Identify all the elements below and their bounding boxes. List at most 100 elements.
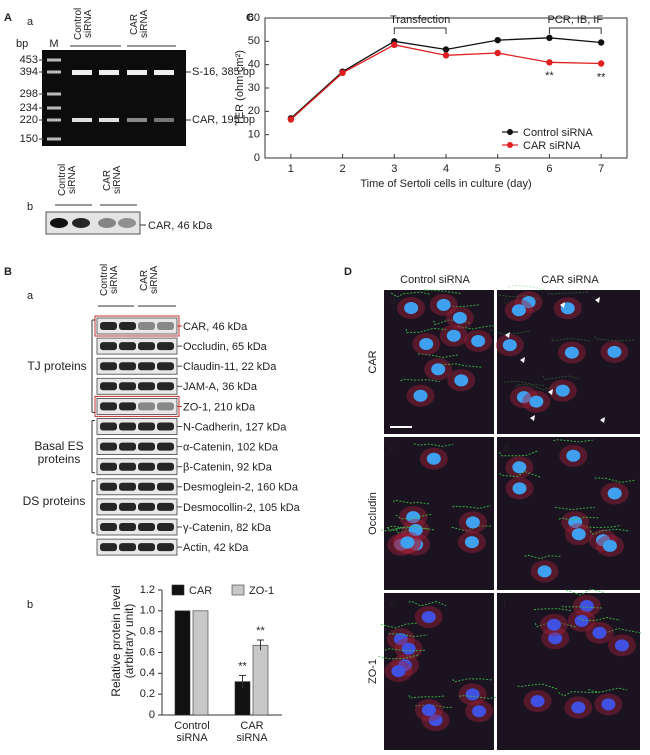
band-label: CAR, 195 bp — [192, 114, 255, 126]
blot-band — [157, 543, 174, 552]
blot-band — [157, 502, 174, 511]
blot-band — [157, 322, 174, 330]
membrane-stain — [582, 524, 622, 529]
panel-letter: B — [4, 266, 12, 278]
blot-band — [100, 382, 117, 391]
blot-band — [119, 342, 136, 351]
gel-band — [47, 58, 61, 62]
nucleus — [436, 298, 451, 311]
group-label: Basal ES proteins — [34, 439, 84, 466]
bar — [192, 610, 209, 716]
blot-band — [100, 402, 117, 411]
lane-label: Control siRNA — [73, 7, 94, 41]
y-tick-label: 30 — [248, 82, 260, 94]
y-axis-label: TER (ohm·cm²) — [234, 50, 246, 126]
nucleus — [571, 701, 586, 714]
data-point — [442, 52, 450, 59]
data-point — [442, 46, 450, 53]
membrane-stain — [553, 439, 593, 443]
blot-band — [100, 322, 117, 330]
marker-label: 453 — [20, 54, 38, 66]
blot-band — [157, 402, 174, 411]
gel-band — [127, 118, 147, 122]
subpanel-letter: b — [27, 599, 33, 611]
y-tick-label: 20 — [248, 105, 260, 117]
column-label: Control siRNA — [400, 274, 470, 286]
membrane-stain — [388, 633, 428, 638]
membrane-stain — [380, 527, 420, 532]
nucleus — [564, 346, 579, 359]
gel — [42, 50, 186, 146]
blot-band — [119, 462, 136, 471]
blot-band — [100, 342, 117, 351]
y-axis-label: Relative protein level (arbitrary unit) — [109, 585, 136, 697]
membrane-stain — [515, 384, 558, 391]
nucleus — [548, 632, 563, 645]
blot-band — [138, 382, 155, 391]
membrane-stain — [387, 525, 430, 532]
membrane-stain — [386, 525, 428, 530]
blot-band — [138, 342, 155, 351]
blot-band — [138, 462, 155, 471]
nucleus — [446, 329, 461, 342]
membrane-stain — [542, 375, 580, 380]
gel-band — [47, 70, 61, 74]
data-point — [494, 49, 501, 57]
lane-label: CAR siRNA — [102, 165, 123, 195]
blot-band — [119, 543, 136, 552]
membrane-stain — [408, 600, 447, 607]
membrane-stain — [589, 528, 630, 535]
column-label: CAR siRNA — [541, 274, 599, 286]
protein-label: γ-Catenin, 82 kDa — [183, 522, 272, 534]
nucleus — [579, 600, 594, 613]
membrane-stain — [400, 378, 440, 383]
blot-band — [157, 382, 174, 391]
micrograph — [497, 593, 640, 750]
protein-label: α-Catenin, 102 kDa — [183, 442, 279, 454]
data-point — [597, 60, 605, 67]
nucleus — [404, 302, 419, 315]
blot-band — [98, 218, 116, 228]
membrane-stain — [555, 506, 595, 511]
gel-band — [154, 70, 174, 75]
membrane-stain — [547, 291, 589, 295]
arrowhead — [548, 389, 553, 395]
row-label: CAR — [367, 350, 379, 373]
micrograph — [384, 290, 494, 434]
legend-swatch — [171, 584, 185, 596]
blot — [45, 211, 141, 235]
marker-label: 220 — [20, 114, 38, 126]
marker-label: 298 — [20, 88, 38, 100]
blot-band — [100, 422, 117, 431]
gel-band — [99, 118, 119, 122]
nucleus — [452, 311, 467, 324]
x-axis-label: Time of Sertoli cells in culture (day) — [360, 178, 531, 190]
blot-band — [138, 402, 155, 411]
significance-label: ** — [597, 71, 606, 83]
x-tick-label: 1 — [288, 163, 294, 175]
annotation-bracket — [548, 27, 602, 34]
y-tick-label: 60 — [248, 12, 260, 24]
lane-label: CAR siRNA — [129, 9, 150, 39]
group-label: TJ proteins — [27, 359, 87, 373]
blot-band — [119, 402, 136, 411]
subpanel-letter: b — [503, 295, 509, 307]
membrane-stain — [439, 302, 481, 308]
membrane-stain — [533, 608, 572, 612]
membrane-stain — [392, 499, 431, 505]
nucleus — [426, 452, 441, 465]
blot-band — [119, 382, 136, 391]
subpanel-letter: a — [27, 16, 34, 28]
membrane-stain — [489, 329, 530, 335]
subpanel-letter: e — [390, 598, 396, 610]
blot-band — [138, 362, 155, 371]
membrane-stain — [594, 477, 636, 483]
membrane-stain — [524, 554, 562, 560]
blot-band — [100, 362, 117, 371]
lane-label: CAR siRNA — [139, 265, 160, 295]
membrane-stain — [384, 648, 426, 652]
subpanel-letter: c — [390, 442, 396, 454]
blot-band — [119, 502, 136, 511]
